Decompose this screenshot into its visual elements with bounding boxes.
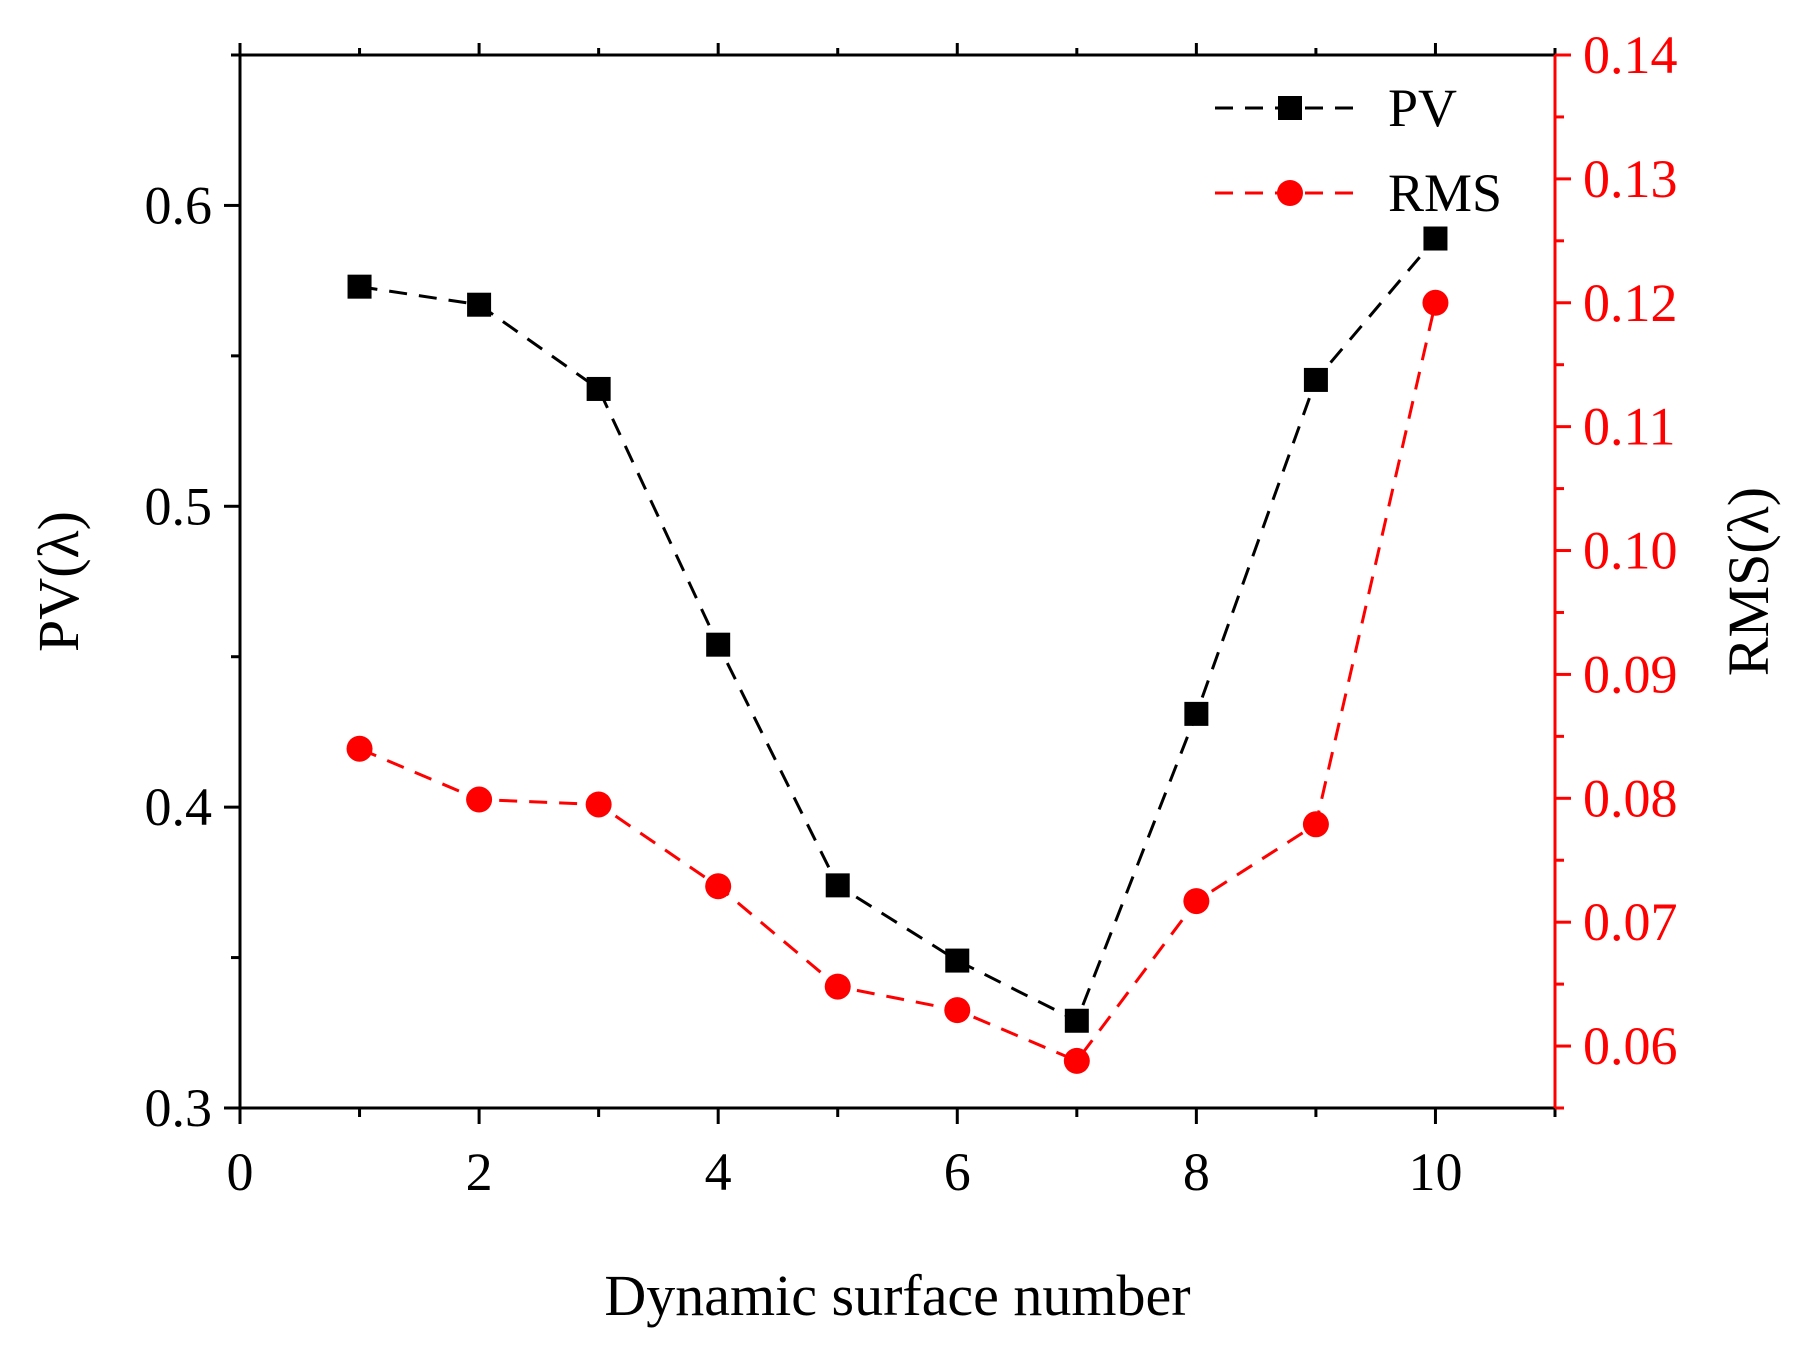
- rms-point: [705, 873, 732, 900]
- rms-point: [1183, 888, 1210, 915]
- pv-point: [1303, 367, 1328, 392]
- left-y-tick-label: 0.3: [145, 1078, 213, 1138]
- rms-point: [1422, 289, 1449, 316]
- rms-point: [346, 735, 373, 762]
- pv-point: [467, 292, 492, 317]
- right-y-tick-label: 0.09: [1583, 644, 1678, 704]
- left-y-tick-label: 0.4: [145, 777, 213, 837]
- legend-pv-label: PV: [1388, 78, 1457, 138]
- pv-point: [586, 376, 611, 401]
- x-tick-label: 2: [466, 1142, 493, 1202]
- pv-point: [945, 948, 970, 973]
- pv-point: [825, 873, 850, 898]
- legend-pv-marker: [1278, 96, 1302, 120]
- legend: PV RMS: [1215, 78, 1502, 223]
- x-tick-label: 0: [227, 1142, 254, 1202]
- pv-point: [1423, 226, 1448, 251]
- rms-point: [944, 997, 971, 1024]
- rms-point: [824, 973, 851, 1000]
- rms-point: [466, 786, 493, 813]
- legend-rms-marker: [1277, 180, 1303, 206]
- right-y-tick-label: 0.13: [1583, 149, 1678, 209]
- plot-area: 0 2 4 6 8 10 0.3 0.4 0.5 0.6 0.06 0.07 0.08 0.09 0.10 0…: [26, 25, 1781, 1328]
- pv-point: [1184, 701, 1209, 726]
- right-y-tick-label: 0.10: [1583, 521, 1678, 581]
- pv-point: [347, 274, 372, 299]
- x-tick-label: 4: [705, 1142, 732, 1202]
- pv-point: [1064, 1008, 1089, 1033]
- legend-rms-label: RMS: [1388, 163, 1502, 223]
- x-axis-title: Dynamic surface number: [604, 1263, 1190, 1328]
- x-tick-label: 6: [944, 1142, 971, 1202]
- right-y-tick-label: 0.12: [1583, 273, 1678, 333]
- x-tick-label: 8: [1183, 1142, 1210, 1202]
- rms-point: [1302, 811, 1329, 838]
- left-y-tick-label: 0.5: [145, 476, 213, 536]
- x-tick-label: 10: [1408, 1142, 1462, 1202]
- left-y-axis-title: PV(λ): [26, 511, 91, 652]
- right-y-tick-label: 0.06: [1583, 1016, 1678, 1076]
- rms-point: [585, 791, 612, 818]
- right-y-tick-label: 0.11: [1583, 397, 1676, 457]
- pv-series-line: [359, 237, 1437, 1023]
- rms-series-line: [358, 302, 1437, 1063]
- right-y-tick-label: 0.14: [1583, 25, 1678, 85]
- rms-point: [1063, 1047, 1090, 1074]
- right-y-axis-title: RMS(λ): [1716, 487, 1781, 676]
- right-y-tick-label: 0.07: [1583, 892, 1678, 952]
- right-y-tick-label: 0.08: [1583, 768, 1678, 828]
- left-y-tick-label: 0.6: [145, 175, 213, 235]
- pv-point: [706, 632, 731, 657]
